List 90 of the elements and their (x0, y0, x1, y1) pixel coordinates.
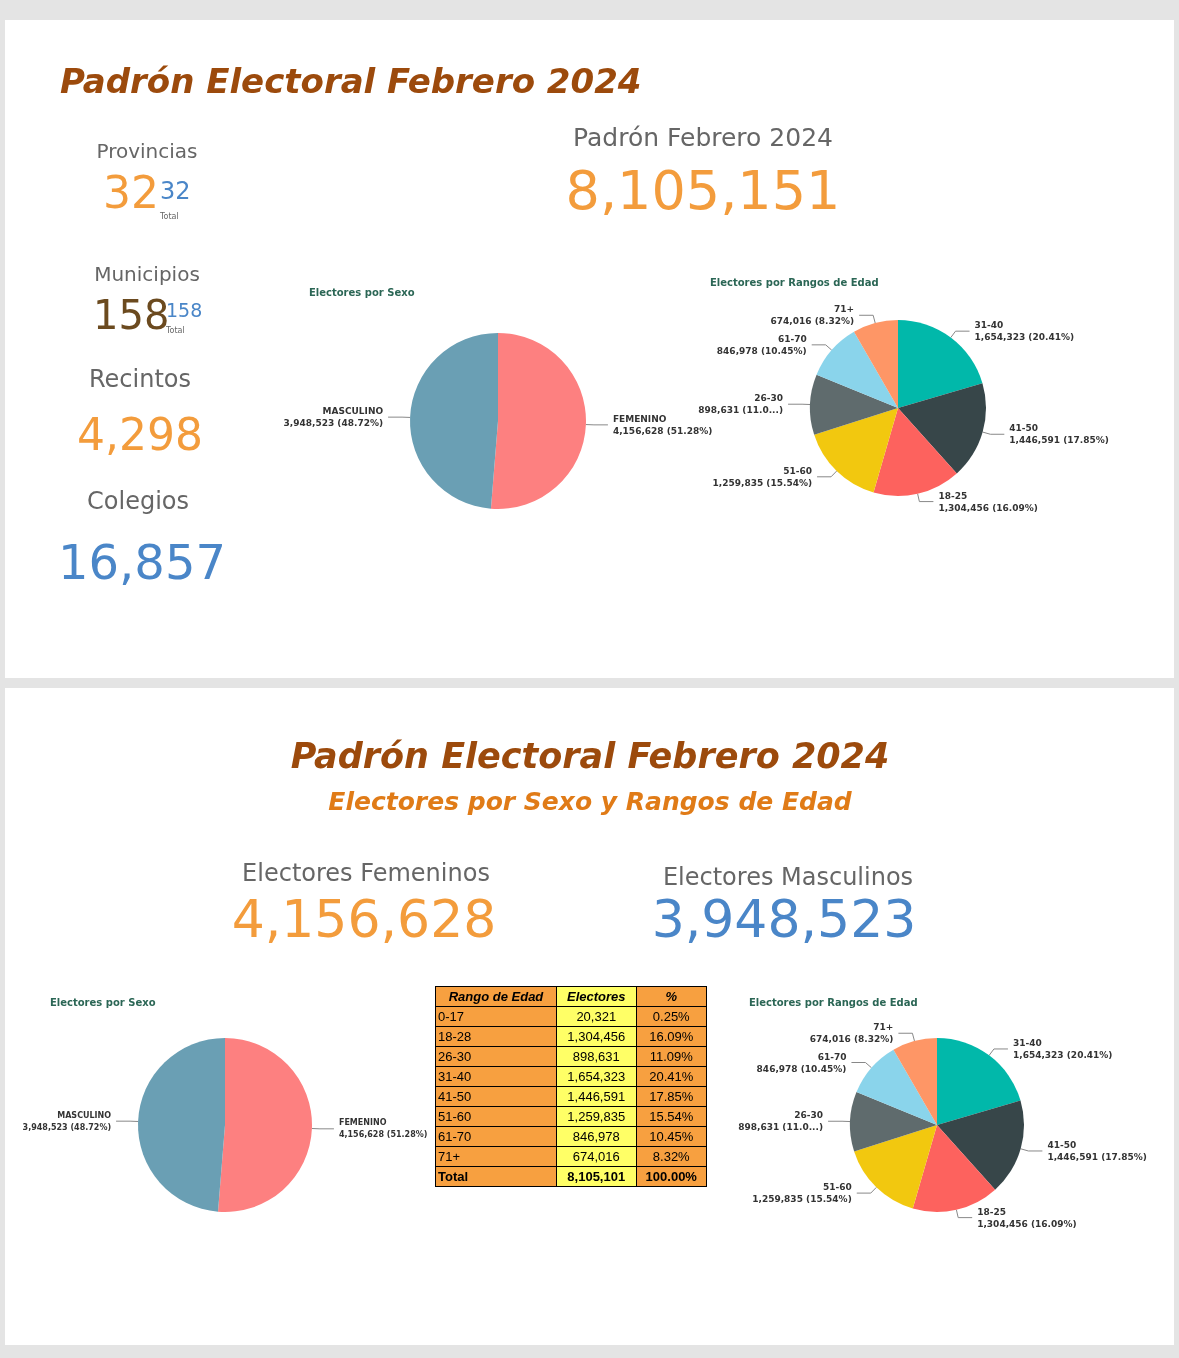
chart-title: Electores por Rangos de Edad (749, 996, 918, 1008)
data-label: 1,304,456 (16.09%) (977, 1218, 1077, 1229)
text: Municipios (94, 262, 200, 286)
data-label: 674,016 (8.32%) (809, 1034, 894, 1045)
text: 4,156,628 (231, 889, 497, 950)
text: 8.32% (652, 1149, 690, 1164)
text: Provincias (96, 139, 198, 163)
text: 8,105,151 (565, 159, 841, 223)
category-label: 71+ (438, 1149, 461, 1164)
text: 898,631 (572, 1049, 620, 1064)
category-label: 41-50 (438, 1089, 472, 1104)
text: Electores Masculinos (662, 863, 914, 892)
data-label: 1,259,835 (15.54%) (752, 1194, 852, 1205)
slice-label: 61-70 (817, 1051, 847, 1062)
text: 1,259,835 (567, 1109, 626, 1124)
text: 20,321 (576, 1009, 617, 1024)
text: Recintos (88, 365, 192, 394)
text: Total (166, 326, 185, 336)
category-label: 31-40 (438, 1069, 472, 1084)
slice-label: MASCULINO (57, 1110, 112, 1120)
slice-label: 31-40 (1012, 1037, 1042, 1048)
text: 0.25% (652, 1009, 690, 1024)
slice-label: 26-30 (754, 393, 784, 404)
data-label: 898,631 (11.0...) (738, 1122, 824, 1133)
category-label: 0-17 (438, 1009, 465, 1024)
text: 16.09% (649, 1029, 694, 1044)
text: Padrón Febrero 2024 (573, 123, 833, 153)
text: 4,298 (77, 409, 203, 461)
text: 674,016 (572, 1149, 620, 1164)
slice-label: 41-50 (1009, 423, 1039, 434)
text: 1,446,591 (567, 1089, 626, 1104)
text: 1,304,456 (567, 1029, 626, 1044)
slice-label: 26-30 (794, 1110, 824, 1121)
data-label: 4,156,628 (51.28%) (612, 425, 713, 436)
text: 158 (166, 299, 203, 321)
text: 17.85% (649, 1089, 694, 1104)
category-label: 61-70 (438, 1129, 472, 1144)
category-label: 51-60 (438, 1109, 472, 1124)
text: Electores Femeninos (242, 859, 490, 888)
text: 1,654,323 (567, 1069, 626, 1084)
text: Padrón Electoral Febrero 2024 (60, 61, 642, 102)
text: Electores por Sexo y Rangos de Edad (328, 787, 852, 817)
text: 8,105,101 (567, 1169, 626, 1184)
text: Total (160, 212, 179, 222)
slice-label: 18-25 (938, 490, 968, 501)
category-label: 18-28 (438, 1029, 472, 1044)
slice-label: 51-60 (783, 465, 813, 476)
category-label: Total (438, 1169, 469, 1184)
text: 32 (160, 177, 191, 206)
slice-label: 31-40 (974, 320, 1004, 331)
slice-label: FEMENINO (338, 1118, 387, 1128)
data-label: 1,259,835 (15.54%) (712, 477, 813, 488)
slice-label: 71+ (834, 304, 855, 315)
text: 32 (103, 167, 159, 219)
text: 15.54% (649, 1109, 694, 1124)
text: Colegios (87, 487, 189, 516)
data-label: 1,654,323 (20.41%) (974, 332, 1075, 343)
chart-title: Electores por Sexo (50, 996, 156, 1008)
data-label: 3,948,523 (48.72%) (22, 1122, 112, 1132)
text: 846,978 (572, 1129, 620, 1144)
chart-title: Electores por Rangos de Edad (710, 276, 879, 288)
category-label: 26-30 (438, 1049, 472, 1064)
data-label: 1,654,323 (20.41%) (1012, 1049, 1113, 1060)
text: 11.09% (649, 1049, 693, 1064)
data-label: 3,948,523 (48.72%) (283, 418, 384, 429)
text: 10.45% (649, 1129, 694, 1144)
data-label: 846,978 (10.45%) (756, 1063, 847, 1074)
category-label: % (636, 986, 707, 1007)
data-label: 1,304,456 (16.09%) (938, 502, 1038, 513)
text: Padrón Electoral Febrero 2024 (290, 736, 890, 777)
data-label: 898,631 (11.0...) (698, 405, 784, 416)
slice-label: 61-70 (777, 333, 807, 344)
data-label: 846,978 (10.45%) (716, 345, 807, 356)
chart-title: Electores por Sexo (309, 286, 415, 298)
text: 20.41% (649, 1069, 694, 1084)
slice-label: MASCULINO (322, 406, 384, 417)
slice-label: 71+ (873, 1022, 894, 1033)
data-label: 674,016 (8.32%) (770, 316, 855, 327)
slice-label: 51-60 (822, 1182, 852, 1193)
category-label: Electores (556, 986, 637, 1007)
text: 100.00% (645, 1169, 697, 1184)
slice-label: 41-50 (1047, 1139, 1077, 1150)
data-label: 4,156,628 (51.28%) (338, 1130, 428, 1140)
data-label: 1,446,591 (17.85%) (1047, 1151, 1147, 1162)
slice-label: FEMENINO (612, 413, 667, 424)
text: 3,948,523 (651, 889, 917, 950)
slice-label: 18-25 (977, 1206, 1006, 1217)
data-label: 1,446,591 (17.85%) (1009, 435, 1109, 446)
text: 16,857 (58, 534, 226, 591)
text: Rango de Edad (435, 986, 557, 1007)
